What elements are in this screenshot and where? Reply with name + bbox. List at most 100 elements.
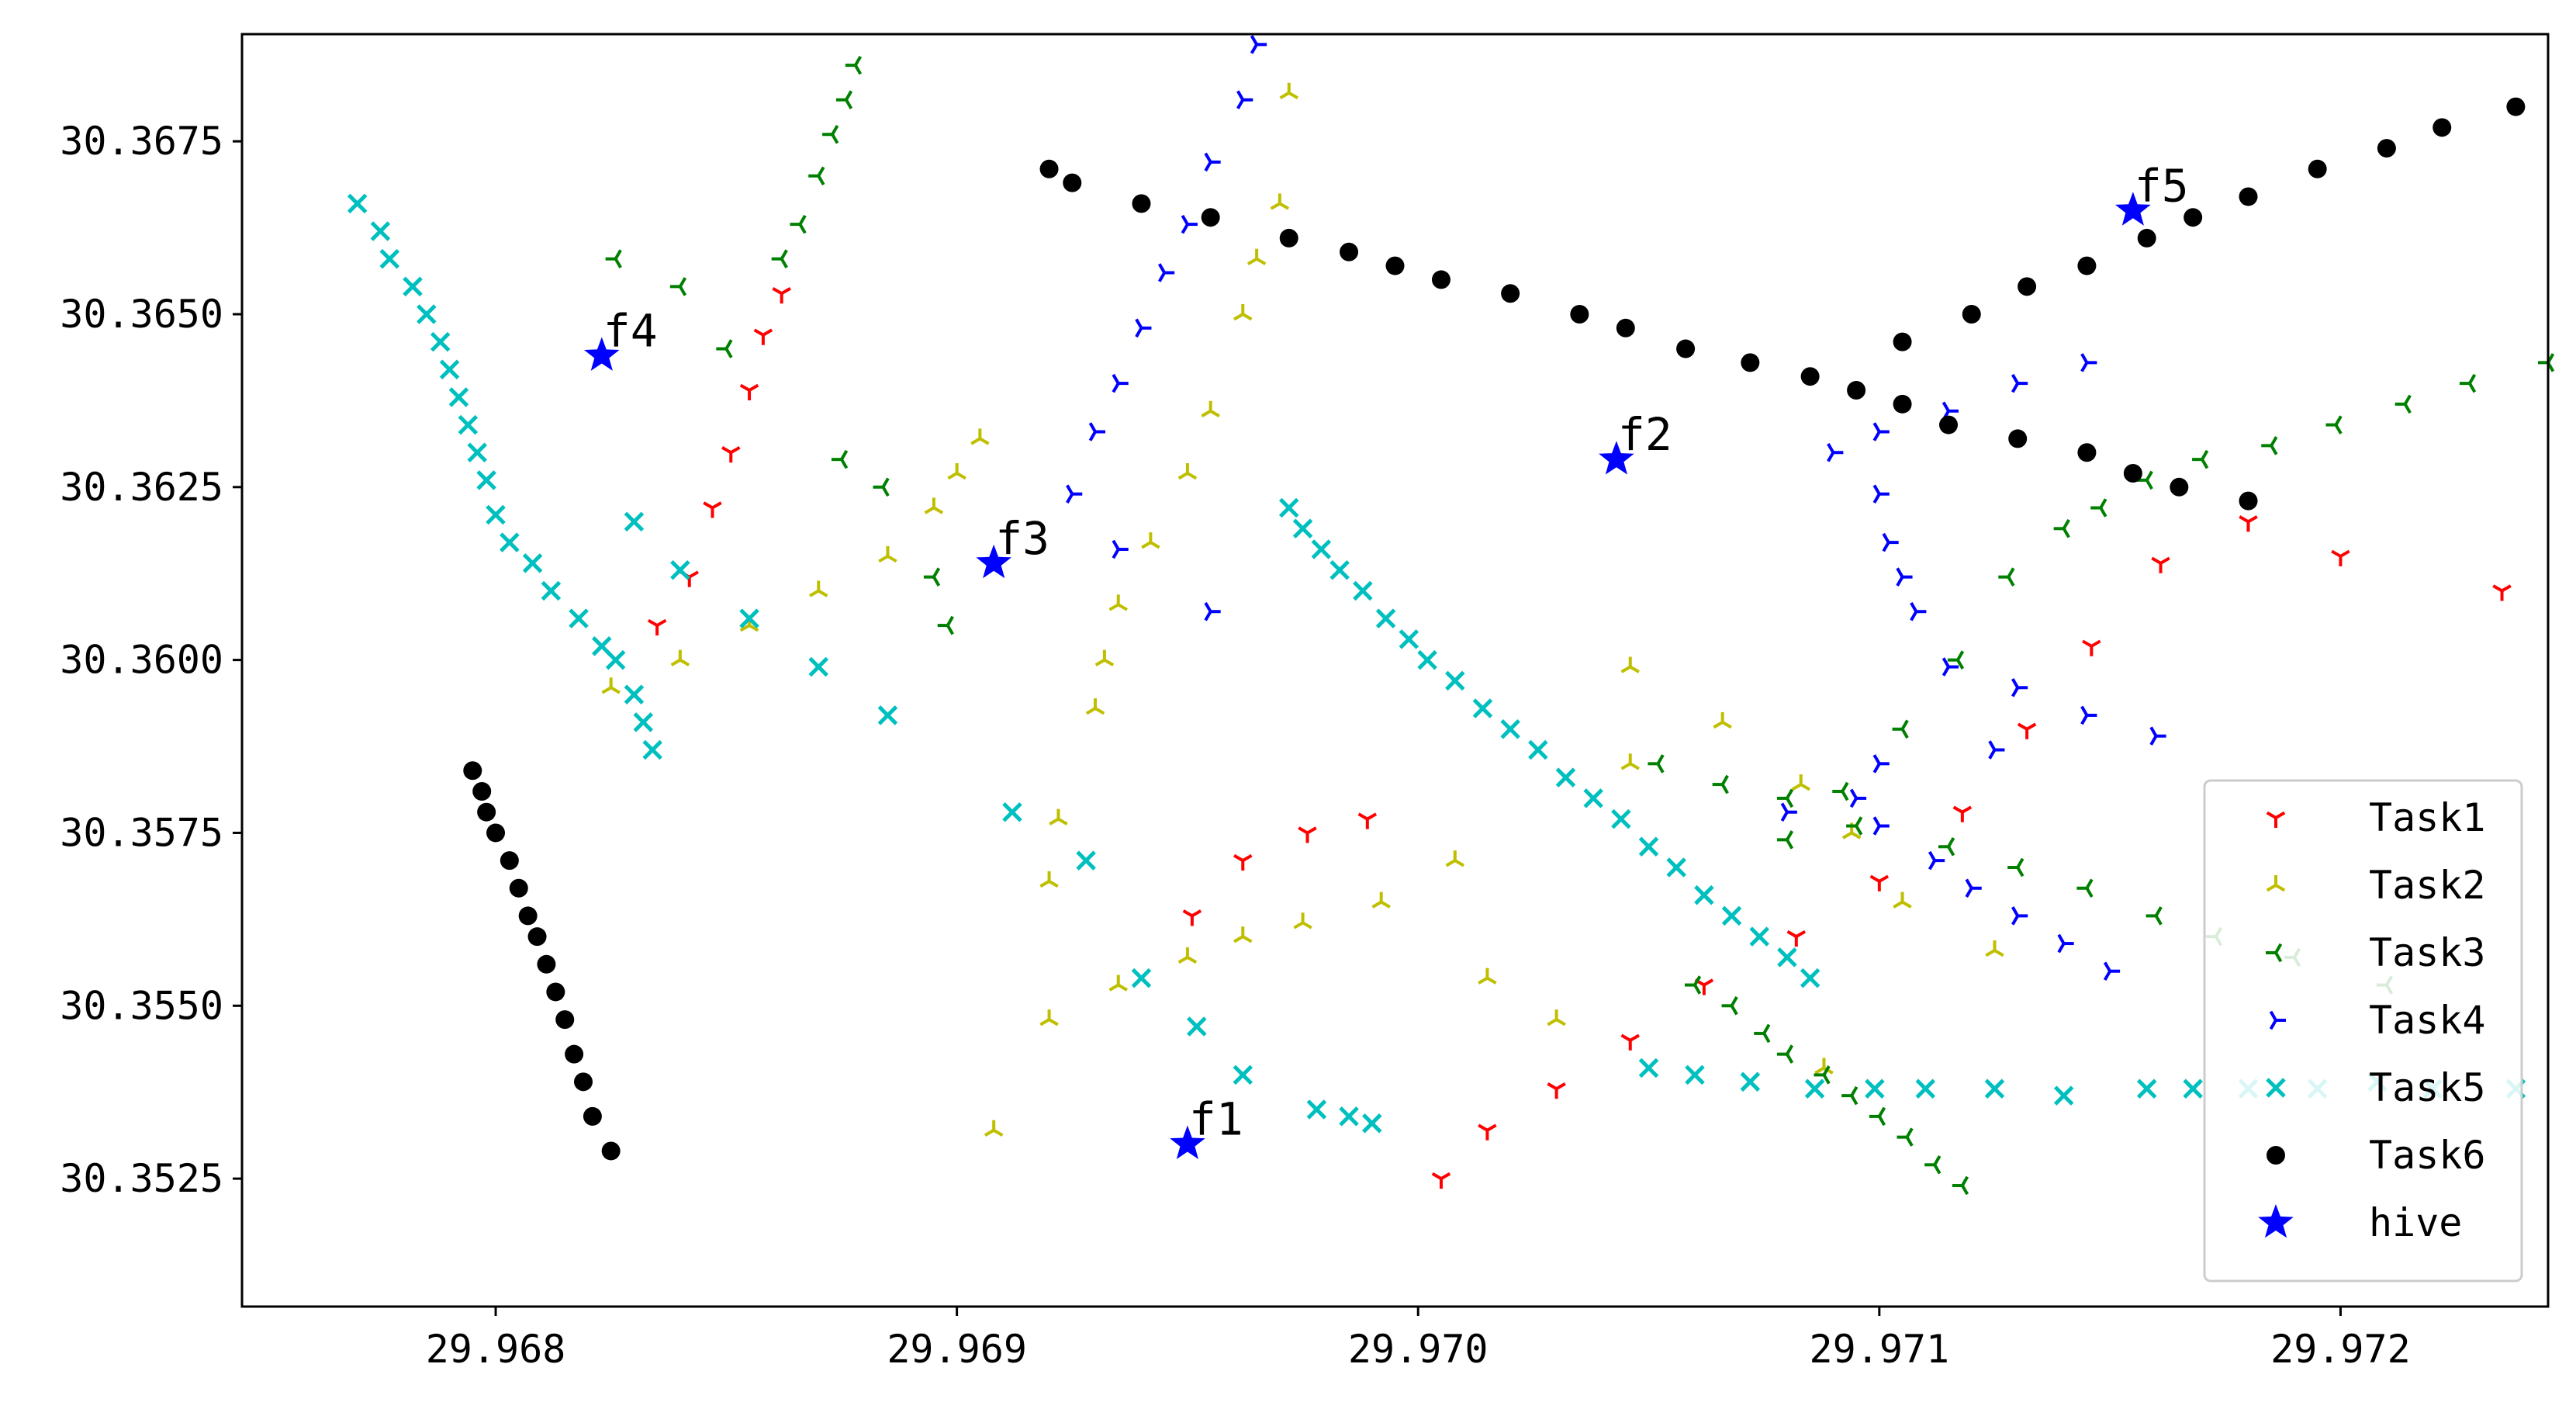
task5-point [808, 656, 829, 677]
hive-label-f2: f2 [1618, 408, 1672, 461]
legend-marker-task4 [2269, 1010, 2286, 1030]
task1-point [739, 383, 759, 401]
legend-label-task1: Task1 [2369, 795, 2486, 840]
task5-point [476, 470, 496, 490]
task1-point [1952, 805, 1973, 822]
task4-point [2080, 705, 2097, 725]
task5-point [624, 511, 645, 532]
task5-point [1984, 1078, 2005, 1099]
task5-point [1800, 968, 1820, 988]
task5-point [1306, 1099, 1327, 1120]
task5-point [1353, 580, 1373, 601]
task1-point [2017, 722, 2037, 739]
task2-point [808, 580, 828, 597]
legend: Task1 Task2 Task3 Task4 Task5 Task6 hive [2203, 779, 2523, 1283]
x-tick-label: 29.972 [2270, 1327, 2411, 1372]
task3-point [1832, 781, 1849, 801]
task3-point [1712, 774, 1729, 794]
task6-point [1201, 208, 1220, 227]
task3-point [808, 166, 825, 185]
legend-marker-task1 [2266, 811, 2286, 828]
task3-point [1776, 788, 1794, 808]
task4-point [1181, 214, 1198, 234]
task4-point [1236, 90, 1253, 109]
task6-point [2239, 187, 2258, 206]
task2-point [1893, 891, 1912, 909]
task5-point [569, 608, 589, 628]
task6-point [477, 802, 496, 822]
task6-point [2018, 277, 2037, 296]
task3-point [2394, 394, 2412, 414]
task3-point [1892, 719, 1909, 739]
task5-point [370, 221, 391, 241]
hive-point [1599, 441, 1634, 475]
hive-label-f5: f5 [2135, 159, 2189, 212]
annotations: f1 f2 f3 f4 f5 [603, 159, 2189, 1145]
task5-point [1399, 629, 1419, 649]
task6-point [2239, 491, 2258, 511]
task5-point [1278, 497, 1299, 518]
task4-point [1872, 484, 1890, 504]
task4-point [1204, 601, 1221, 621]
task5-point [458, 414, 479, 435]
task6-point [1570, 304, 1589, 324]
task2-point [1039, 871, 1059, 888]
task5-point [1472, 698, 1493, 718]
task2-point [947, 462, 966, 480]
task3-point [1952, 1175, 1969, 1196]
task5-point [448, 387, 469, 407]
legend-marker-task2 [2266, 875, 2286, 892]
task6-point [2308, 159, 2327, 178]
task6-point [1800, 367, 1820, 386]
task3-point [2459, 373, 2477, 393]
task3-point [1648, 754, 1665, 774]
task5-point [1339, 1106, 1359, 1127]
task6-point [583, 1106, 602, 1126]
task2-point [1233, 926, 1253, 943]
task5-point [1777, 947, 1797, 968]
task4-point [1780, 802, 1797, 822]
task5-point [1721, 905, 1742, 926]
task5-point [877, 705, 898, 725]
task4-point [1872, 816, 1890, 836]
legend-marker-task3 [2266, 943, 2283, 963]
task5-point [670, 559, 690, 580]
task6-point [1893, 332, 1912, 351]
task5-point [403, 276, 423, 297]
task3-point [2146, 906, 2163, 926]
task5-point [605, 649, 626, 670]
task1-point [1357, 812, 1378, 829]
task5-point [1528, 739, 1548, 760]
y-tick-label: 30.3575 [60, 810, 223, 855]
task1-point [1869, 874, 1890, 891]
task6-point [1616, 318, 1635, 338]
task5-point [500, 532, 520, 552]
hive-point [1170, 1125, 1205, 1159]
task6-point [555, 1010, 575, 1030]
task4-point [2080, 353, 2097, 372]
task2-point [970, 428, 990, 445]
task5-point [417, 304, 437, 324]
task1-point [2492, 584, 2512, 601]
task5-point [1187, 1016, 1207, 1037]
task6-point [1132, 194, 1151, 213]
task3-point [1938, 837, 1955, 857]
task5-point [642, 739, 662, 760]
task3-point [1684, 975, 1702, 995]
task6-point [2077, 443, 2097, 462]
task5-point [430, 331, 451, 352]
task4-point [2057, 933, 2074, 954]
task6-point [1063, 173, 1082, 192]
task2-point [601, 677, 621, 694]
task4-point [1942, 657, 1959, 677]
task3-point [2076, 878, 2094, 898]
task5-point [1555, 767, 1576, 788]
task6-point [472, 781, 492, 801]
task3-point [1947, 650, 1965, 670]
task2-point [1039, 1009, 1059, 1026]
task3-point [1776, 1044, 1794, 1064]
task4-point [2011, 678, 2028, 698]
task3-point [2090, 498, 2107, 518]
legend-label-task6: Task6 [2369, 1133, 2486, 1178]
task3-point [937, 615, 954, 635]
